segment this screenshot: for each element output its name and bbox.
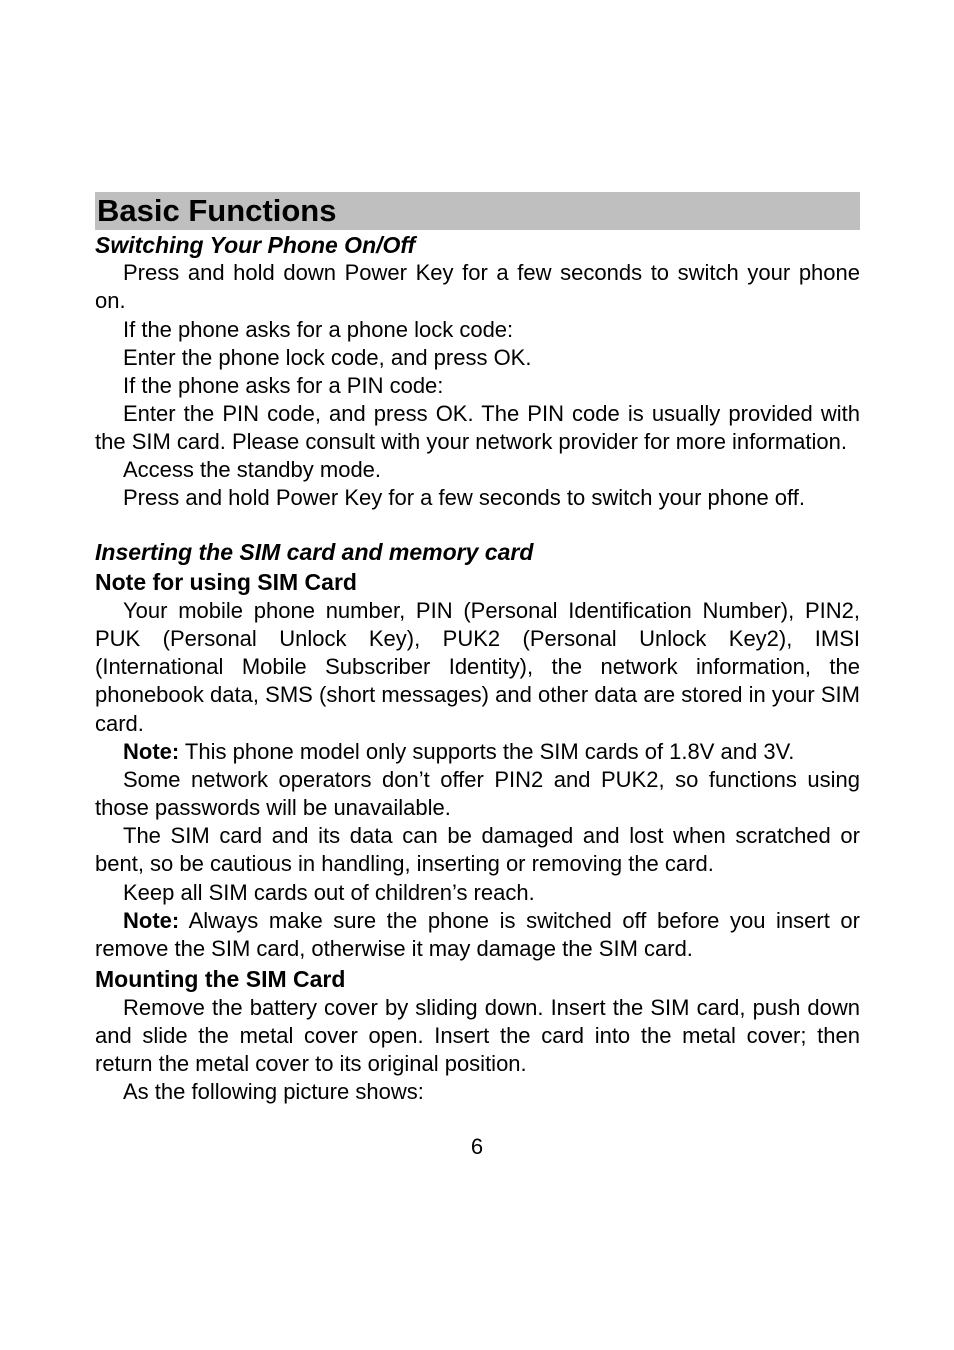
note-label: Note:	[123, 739, 179, 764]
paragraph: If the phone asks for a PIN code:	[95, 372, 860, 400]
subsection-mounting-heading: Mounting the SIM Card	[95, 965, 860, 994]
mounting-body: Remove the battery cover by sliding down…	[95, 994, 860, 1107]
paragraph: Enter the phone lock code, and press OK.	[95, 344, 860, 372]
paragraph: Press and hold down Power Key for a few …	[95, 259, 860, 315]
paragraph: If the phone asks for a phone lock code:	[95, 316, 860, 344]
paragraph: Enter the PIN code, and press OK. The PI…	[95, 400, 860, 456]
paragraph: Access the standby mode.	[95, 456, 860, 484]
paragraph-note: Note: This phone model only supports the…	[95, 738, 860, 766]
subsection-inserting-heading: Inserting the SIM card and memory card	[95, 539, 860, 567]
subsection-note-sim-heading: Note for using SIM Card	[95, 568, 860, 597]
paragraph: Remove the battery cover by sliding down…	[95, 994, 860, 1078]
section-title: Basic Functions	[95, 192, 860, 230]
note-label: Note:	[123, 908, 179, 933]
document-page: Basic Functions Switching Your Phone On/…	[0, 0, 954, 1350]
paragraph: As the following picture shows:	[95, 1078, 860, 1106]
paragraph-note: Note: Always make sure the phone is swit…	[95, 907, 860, 963]
spacer	[95, 513, 860, 537]
paragraph: Keep all SIM cards out of children’s rea…	[95, 879, 860, 907]
paragraph: Some network operators don’t offer PIN2 …	[95, 766, 860, 822]
inserting-body: Your mobile phone number, PIN (Personal …	[95, 597, 860, 963]
switching-body: Press and hold down Power Key for a few …	[95, 259, 860, 512]
note-text: This phone model only supports the SIM c…	[179, 739, 794, 764]
note-text: Always make sure the phone is switched o…	[95, 908, 860, 961]
paragraph: Press and hold Power Key for a few secon…	[95, 484, 860, 512]
subsection-switching-heading: Switching Your Phone On/Off	[95, 232, 860, 260]
paragraph: The SIM card and its data can be damaged…	[95, 822, 860, 878]
page-number: 6	[0, 1134, 954, 1160]
paragraph: Your mobile phone number, PIN (Personal …	[95, 597, 860, 738]
